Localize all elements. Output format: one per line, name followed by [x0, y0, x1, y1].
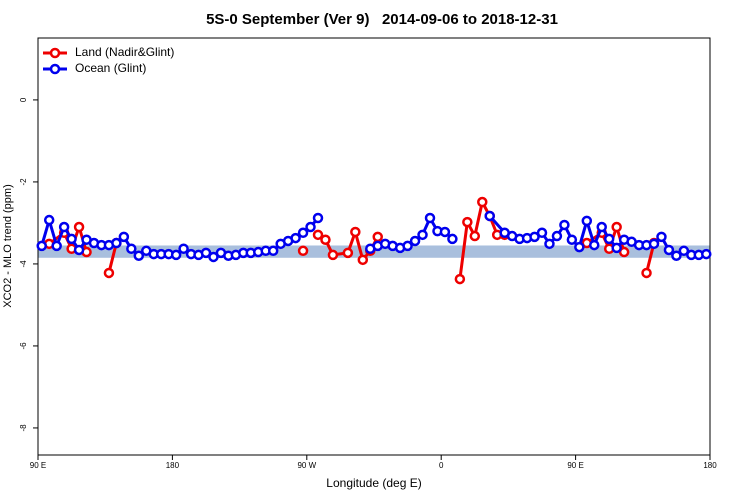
point [596, 221, 607, 233]
point [170, 249, 182, 261]
point [357, 254, 369, 266]
legend-marker [49, 63, 61, 75]
legend-label: Ocean (Glint) [75, 61, 146, 75]
point [648, 238, 660, 250]
y-axis-label: XCO2 - MLO trend (ppm) [2, 184, 14, 307]
point [581, 215, 593, 227]
point [402, 240, 413, 252]
point [320, 234, 331, 245]
point [290, 232, 301, 244]
point [342, 247, 354, 259]
x-tick-label: 180 [166, 461, 180, 470]
point [641, 267, 652, 279]
point [618, 246, 630, 258]
point [58, 221, 70, 233]
point [589, 239, 600, 251]
point [424, 212, 436, 224]
point [372, 231, 383, 243]
point [529, 231, 540, 243]
point [656, 231, 667, 243]
point [111, 237, 122, 249]
point [267, 245, 279, 257]
point [417, 229, 428, 241]
point [477, 196, 488, 208]
point [544, 238, 555, 250]
point [133, 250, 145, 261]
y-tick-label: 0 [19, 97, 28, 102]
point [663, 244, 675, 256]
x-tick-label: 90 E [567, 461, 583, 470]
point [551, 230, 563, 242]
point [439, 226, 451, 238]
point [454, 273, 466, 285]
x-tick-label: 0 [439, 461, 444, 470]
series-line [48, 197, 656, 280]
y-tick-label: -4 [19, 260, 28, 268]
point [200, 247, 212, 259]
y-tick-label: -8 [19, 424, 28, 432]
point [297, 227, 309, 239]
point [36, 240, 47, 252]
point [43, 214, 55, 226]
legend-marker [49, 47, 61, 59]
point [208, 251, 219, 263]
point [536, 227, 548, 239]
point [178, 243, 189, 255]
point [312, 212, 324, 224]
point [103, 267, 115, 279]
point [678, 245, 690, 257]
point [484, 210, 495, 222]
point [574, 241, 585, 253]
chart-title: 5S-0 September (Ver 9) 2014-09-06 to 201… [206, 11, 558, 28]
point [671, 250, 682, 261]
point [611, 221, 622, 233]
point [350, 226, 361, 238]
point [447, 233, 458, 245]
x-axis-label: Longitude (deg E) [326, 476, 421, 490]
point [66, 233, 77, 245]
point [305, 221, 316, 233]
x-tick-label: 90 E [30, 461, 46, 470]
point [469, 230, 481, 242]
point [297, 245, 309, 257]
y-tick-label: -6 [19, 342, 28, 350]
point [603, 233, 615, 245]
point [73, 244, 85, 256]
point [51, 240, 62, 252]
point [611, 242, 622, 254]
y-tick-label: -2 [19, 178, 28, 186]
x-tick-label: 90 W [297, 461, 316, 470]
point [462, 216, 473, 228]
point [312, 229, 324, 241]
point [126, 243, 137, 255]
x-tick-label: 180 [703, 461, 717, 470]
point [559, 219, 570, 231]
point [409, 235, 421, 247]
point [327, 249, 339, 261]
point [566, 234, 578, 245]
point [701, 248, 712, 260]
legend-label: Land (Nadir&Glint) [75, 45, 174, 59]
point [118, 231, 130, 243]
point [73, 221, 85, 233]
